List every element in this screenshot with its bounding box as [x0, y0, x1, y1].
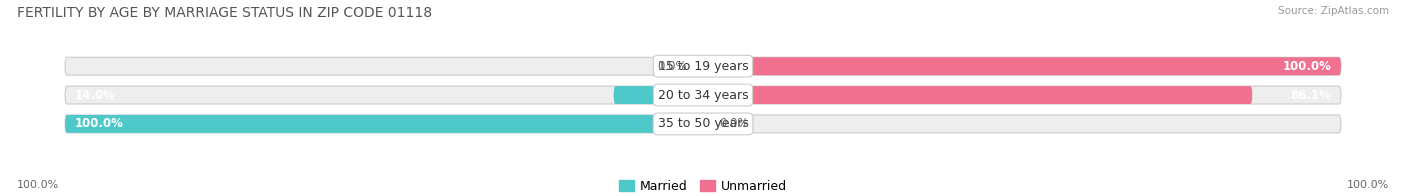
- Text: FERTILITY BY AGE BY MARRIAGE STATUS IN ZIP CODE 01118: FERTILITY BY AGE BY MARRIAGE STATUS IN Z…: [17, 6, 432, 20]
- Text: Source: ZipAtlas.com: Source: ZipAtlas.com: [1278, 6, 1389, 16]
- FancyBboxPatch shape: [703, 57, 1341, 75]
- FancyBboxPatch shape: [65, 115, 1341, 133]
- FancyBboxPatch shape: [65, 115, 703, 133]
- FancyBboxPatch shape: [613, 86, 703, 104]
- Legend: Married, Unmarried: Married, Unmarried: [613, 175, 793, 196]
- Text: 0.0%: 0.0%: [658, 60, 688, 73]
- Text: 86.1%: 86.1%: [1291, 89, 1331, 102]
- FancyBboxPatch shape: [65, 86, 1341, 104]
- Text: 15 to 19 years: 15 to 19 years: [658, 60, 748, 73]
- Text: 100.0%: 100.0%: [1282, 60, 1331, 73]
- Text: 100.0%: 100.0%: [75, 117, 124, 130]
- Text: 0.0%: 0.0%: [718, 117, 748, 130]
- FancyBboxPatch shape: [703, 86, 1253, 104]
- Text: 14.0%: 14.0%: [75, 89, 115, 102]
- Text: 100.0%: 100.0%: [17, 180, 59, 190]
- Text: 100.0%: 100.0%: [1347, 180, 1389, 190]
- Text: 35 to 50 years: 35 to 50 years: [658, 117, 748, 130]
- Text: 20 to 34 years: 20 to 34 years: [658, 89, 748, 102]
- FancyBboxPatch shape: [65, 57, 1341, 75]
